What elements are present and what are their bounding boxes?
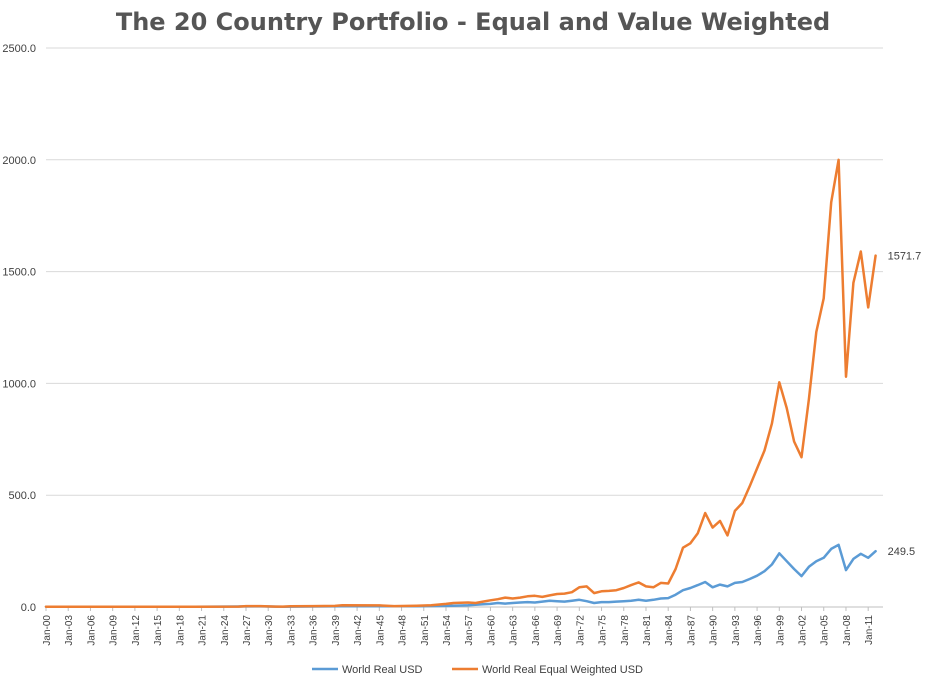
x-tick-label: Jan-06 <box>86 615 97 646</box>
x-tick-label: Jan-30 <box>264 615 275 646</box>
x-tick-label: Jan-75 <box>598 615 609 646</box>
x-tick-label: Jan-69 <box>553 615 564 646</box>
x-tick-label: Jan-21 <box>198 615 209 646</box>
x-tick-label: Jan-54 <box>442 615 453 646</box>
x-tick-label: Jan-18 <box>175 615 186 646</box>
x-tick-label: Jan-84 <box>664 615 675 646</box>
data-label: 249.5 <box>888 546 916 558</box>
legend-label: World Real Equal Weighted USD <box>482 664 643 676</box>
x-tick-label: Jan-05 <box>820 615 831 646</box>
x-tick-label: Jan-93 <box>731 615 742 646</box>
x-tick-label: Jan-39 <box>331 615 342 646</box>
gridlines <box>46 47 883 608</box>
x-tick-label: Jan-33 <box>286 615 297 646</box>
x-tick-label: Jan-12 <box>131 615 142 646</box>
chart-title: The 20 Country Portfolio - Equal and Val… <box>115 8 831 36</box>
x-tick-label: Jan-00 <box>42 615 53 646</box>
x-tick-label: Jan-66 <box>531 615 542 646</box>
x-tick-label: Jan-57 <box>464 615 475 646</box>
x-tick-label: Jan-81 <box>642 615 653 646</box>
x-tick-label: Jan-09 <box>109 615 120 646</box>
y-axis: 0.0 500.0 1000.0 1500.0 2000.0 2500.0 <box>2 43 36 614</box>
legend: World Real USD World Real Equal Weighted … <box>312 664 643 676</box>
x-tick-label: Jan-87 <box>686 615 697 646</box>
series-line-2 <box>44 158 877 609</box>
data-label: 1571.7 <box>888 251 922 263</box>
y-tick-label: 2500.0 <box>2 43 36 55</box>
y-tick-label: 1000.0 <box>2 378 36 390</box>
x-tick-label: Jan-48 <box>398 615 409 646</box>
y-tick-label: 500.0 <box>8 490 36 502</box>
x-tick-label: Jan-36 <box>309 615 320 646</box>
x-tick-label: Jan-60 <box>486 615 497 646</box>
x-tick-label: Jan-11 <box>864 615 875 645</box>
x-tick-label: Jan-45 <box>375 615 386 646</box>
x-tick-label: Jan-99 <box>775 615 786 646</box>
x-tick-label: Jan-90 <box>709 615 720 646</box>
x-tick-label: Jan-27 <box>242 615 253 646</box>
x-tick-label: Jan-63 <box>509 615 520 646</box>
end-labels: 249.5 1571.7 <box>888 251 922 559</box>
series-line-1 <box>44 543 877 609</box>
x-tick-label: Jan-51 <box>420 615 431 646</box>
y-tick-label: 1500.0 <box>2 267 36 279</box>
x-tick-label: Jan-08 <box>842 615 853 646</box>
y-tick-label: 2000.0 <box>2 155 36 167</box>
x-tick-label: Jan-42 <box>353 615 364 646</box>
legend-label: World Real USD <box>342 664 423 676</box>
x-tick-label: Jan-02 <box>798 615 809 646</box>
x-axis: Jan-00 Jan-03 Jan-06 Jan-09 Jan-12 Jan-15 Jan-… <box>42 607 875 646</box>
series-group <box>44 158 877 609</box>
x-tick-label: Jan-96 <box>753 615 764 646</box>
y-tick-label: 0.0 <box>21 602 36 614</box>
x-tick-label: Jan-72 <box>575 615 586 646</box>
x-tick-label: Jan-24 <box>220 615 231 646</box>
x-tick-label: Jan-15 <box>153 615 164 646</box>
x-tick-label: Jan-78 <box>620 615 631 646</box>
x-tick-label: Jan-03 <box>64 615 75 646</box>
